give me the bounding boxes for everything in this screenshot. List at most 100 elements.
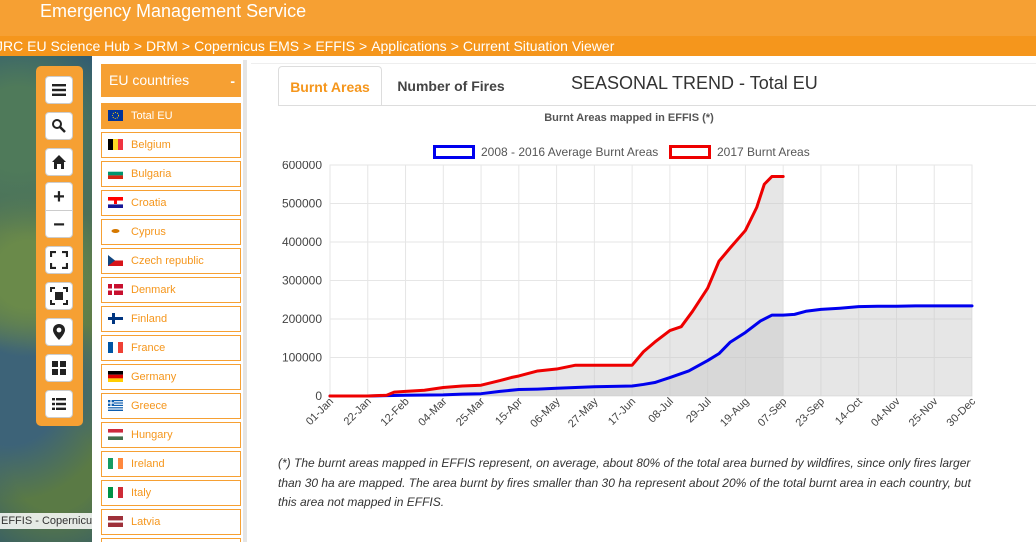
x-tick-label: 17-Jun: [606, 396, 638, 428]
list-icon: [52, 398, 66, 410]
x-tick-label: 06-May: [528, 395, 563, 430]
location-pin-icon: [53, 324, 65, 340]
breadcrumb-item[interactable]: DRM: [146, 38, 178, 54]
breadcrumb-separator: >: [359, 38, 368, 54]
country-item-label: Belgium: [131, 139, 171, 151]
country-panel: EU countries - Total EU Belgium Bulgaria Cr…: [98, 60, 245, 542]
search-icon: [52, 119, 66, 133]
y-tick-label: 500000: [282, 197, 322, 211]
menu-button[interactable]: [45, 76, 73, 104]
collapse-panel-button[interactable]: -: [230, 73, 235, 89]
country-item[interactable]: Bulgaria: [101, 161, 241, 187]
legend-label-2017: 2017 Burnt Areas: [717, 145, 810, 159]
country-item[interactable]: [101, 538, 241, 542]
flag-bg-icon: [108, 168, 123, 179]
search-button[interactable]: [45, 112, 73, 140]
country-item[interactable]: Denmark: [101, 277, 241, 303]
x-tick-label: 15-Apr: [493, 395, 525, 427]
country-item-label: Ireland: [131, 458, 165, 470]
home-icon: [52, 155, 66, 169]
flag-be-icon: [108, 139, 123, 150]
country-item-label: Italy: [131, 487, 152, 499]
x-tick-label: 04-Nov: [869, 395, 903, 429]
x-tick-label: 08-Jul: [646, 396, 676, 426]
list-view-button[interactable]: [45, 390, 73, 418]
country-item[interactable]: Cyprus: [101, 219, 241, 245]
flag-cz-icon: [108, 255, 123, 266]
country-item-label: Croatia: [131, 197, 167, 209]
country-item[interactable]: Hungary: [101, 422, 241, 448]
fullscreen-icon: [50, 251, 68, 269]
x-tick-label: 25-Nov: [907, 395, 941, 429]
x-tick-label: 30-Dec: [945, 395, 979, 429]
main-content: Burnt Areas Number of Fires SEASONAL TRE…: [251, 56, 1036, 542]
country-item[interactable]: Italy: [101, 480, 241, 506]
country-panel-scrollbar[interactable]: [243, 60, 247, 542]
fullscreen-button[interactable]: [45, 246, 73, 274]
location-button[interactable]: [45, 318, 73, 346]
breadcrumb-item[interactable]: Applications: [371, 38, 447, 54]
breadcrumb-item[interactable]: Current Situation Viewer: [462, 38, 615, 54]
country-item-label: Greece: [131, 400, 168, 412]
map-toolbar: + −: [36, 66, 83, 426]
country-list: Total EU Belgium Bulgaria Croatia Cyprus Czec…: [101, 103, 241, 542]
breadcrumb-separator: >: [133, 38, 143, 54]
breadcrumb-item[interactable]: JRC EU Science Hub: [0, 38, 130, 54]
country-item[interactable]: Total EU: [101, 103, 241, 129]
main-top-divider: [251, 63, 1036, 64]
flag-gr-icon: [108, 400, 123, 411]
x-tick-label: 27-May: [566, 395, 601, 430]
tab-number-of-fires[interactable]: Number of Fires: [397, 78, 505, 94]
x-tick-label: 19-Aug: [718, 396, 752, 430]
x-tick-label: 14-Oct: [833, 396, 865, 428]
country-item-label: France: [131, 342, 166, 354]
country-item-label: Cyprus: [131, 226, 166, 238]
flag-cy-icon: [108, 226, 123, 237]
home-button[interactable]: [45, 148, 73, 176]
country-item-label: Finland: [131, 313, 168, 325]
flag-dk-icon: [108, 284, 123, 295]
grid-view-button[interactable]: [45, 354, 73, 382]
x-tick-label: 25-Mar: [454, 395, 487, 428]
chart-footnote: (*) The burnt areas mapped in EFFIS repr…: [278, 456, 971, 509]
series-area-2017: [330, 176, 784, 396]
y-tick-label: 600000: [282, 161, 322, 172]
flag-hu-icon: [108, 429, 123, 440]
flag-hr-icon: [108, 197, 123, 208]
country-item[interactable]: Ireland: [101, 451, 241, 477]
country-item[interactable]: Finland: [101, 306, 241, 332]
flag-ie-icon: [108, 458, 123, 469]
zoom-out-button[interactable]: −: [53, 213, 65, 236]
breadcrumb: JRC EU Science Hub > DRM > Copernicus EMS > EF…: [0, 36, 1036, 56]
breadcrumb-item[interactable]: Copernicus EMS: [194, 38, 300, 54]
tab-underline: [278, 105, 1036, 106]
chart-title: Burnt Areas mapped in EFFIS (*): [544, 112, 714, 124]
header-title: Emergency Management Service: [40, 1, 307, 21]
country-item[interactable]: Belgium: [101, 132, 241, 158]
series-line-2017[interactable]: [328, 175, 785, 398]
flag-fr-icon: [108, 342, 123, 353]
zoom-divider: [46, 210, 72, 211]
country-item[interactable]: Germany: [101, 364, 241, 390]
country-item-label: Total EU: [131, 110, 173, 122]
grid-icon: [52, 361, 66, 375]
country-item-label: Latvia: [131, 516, 161, 528]
country-item[interactable]: Greece: [101, 393, 241, 419]
burnt-area-chart: 010000020000030000040000050000060000001-…: [282, 161, 979, 430]
y-tick-label: 400000: [282, 235, 322, 249]
series-line-average[interactable]: [328, 304, 974, 398]
country-item[interactable]: Latvia: [101, 509, 241, 535]
tab-burnt-areas[interactable]: Burnt Areas: [278, 66, 382, 106]
zoom-in-button[interactable]: +: [53, 185, 65, 208]
country-item[interactable]: France: [101, 335, 241, 361]
x-tick-label: 12-Feb: [379, 396, 412, 429]
country-item[interactable]: Czech republic: [101, 248, 241, 274]
zoom-extent-button[interactable]: [45, 282, 73, 310]
breadcrumb-separator: >: [303, 38, 312, 54]
y-tick-label: 0: [315, 389, 322, 403]
panel-gutter: [92, 56, 98, 542]
country-item[interactable]: Croatia: [101, 190, 241, 216]
breadcrumb-item[interactable]: EFFIS: [315, 38, 355, 54]
series-area-average: [330, 305, 972, 396]
